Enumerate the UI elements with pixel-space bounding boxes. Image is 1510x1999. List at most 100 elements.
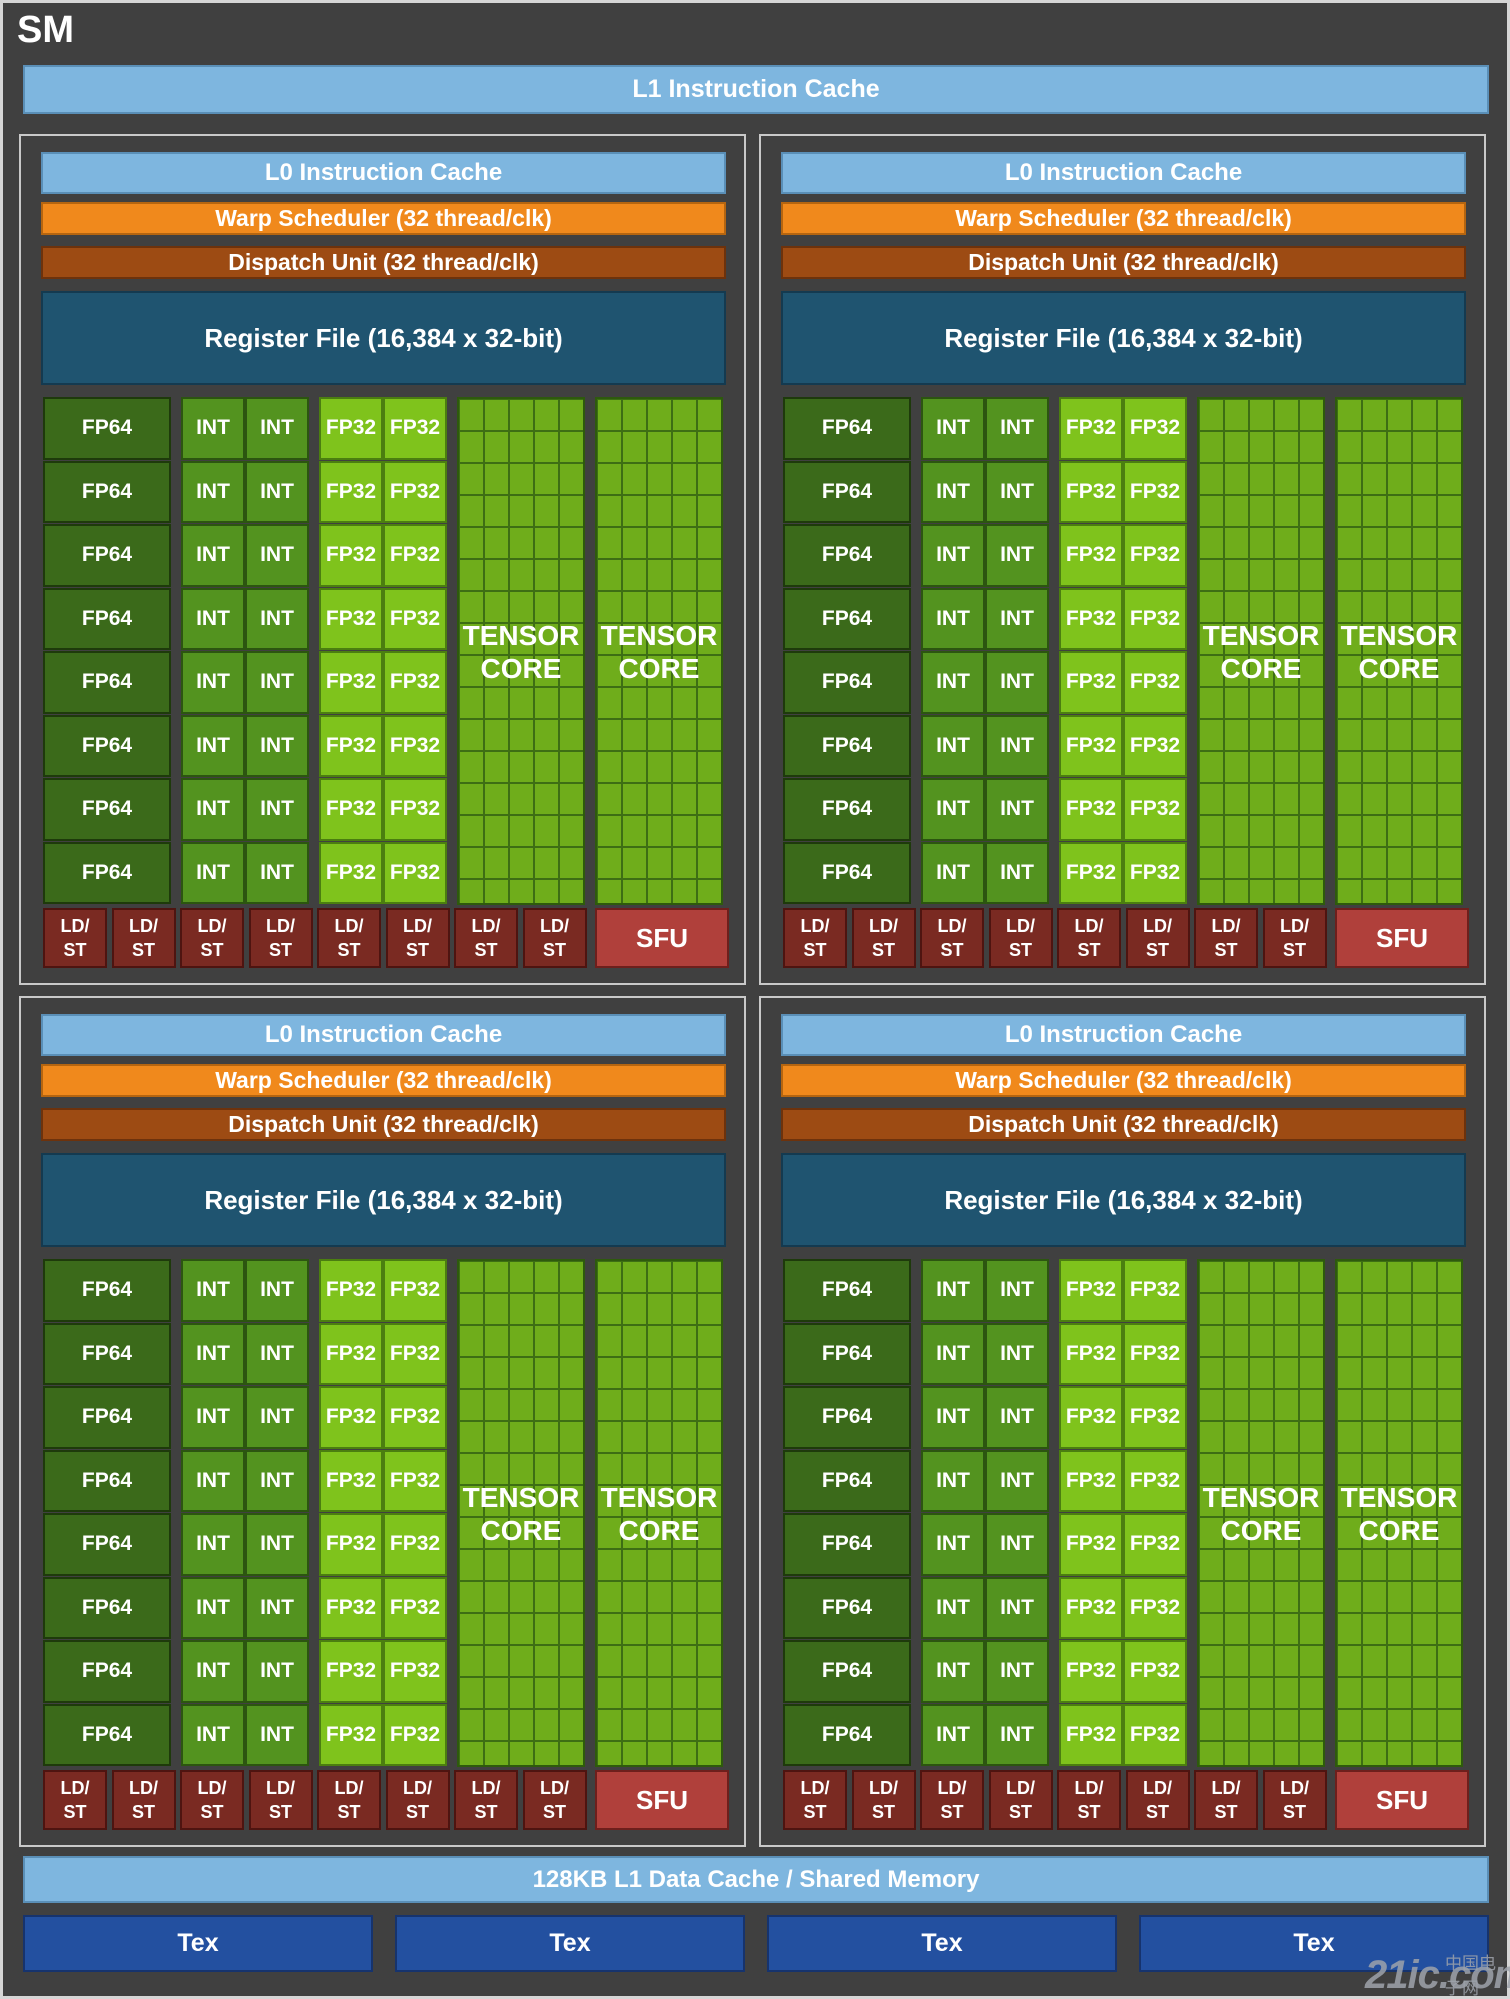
fp32-unit: FP32 bbox=[319, 1640, 383, 1703]
fp64-unit: FP64 bbox=[783, 651, 911, 714]
fp64-unit: FP64 bbox=[43, 1259, 171, 1322]
ld-st-unit: LD/ ST bbox=[1194, 908, 1258, 968]
fp64-unit: FP64 bbox=[43, 1703, 171, 1766]
int-unit: INT bbox=[245, 651, 309, 714]
fp32-unit: FP32 bbox=[383, 1386, 447, 1449]
fp64-unit: FP64 bbox=[43, 397, 171, 460]
fp32-unit: FP32 bbox=[1059, 841, 1123, 904]
fp32-unit: FP32 bbox=[319, 1576, 383, 1639]
fp64-unit: FP64 bbox=[783, 587, 911, 650]
ld-st-unit: LD/ ST bbox=[988, 908, 1053, 968]
fp32-unit: FP32 bbox=[383, 1576, 447, 1639]
dispatch-unit: Dispatch Unit (32 thread/clk) bbox=[781, 1108, 1466, 1141]
ld-st-unit: LD/ ST bbox=[1194, 1770, 1258, 1830]
int-unit: INT bbox=[921, 1449, 985, 1512]
sm-title: SM bbox=[17, 9, 74, 51]
fp32-unit: FP32 bbox=[319, 524, 383, 587]
ld-st-unit: LD/ ST bbox=[454, 1770, 518, 1830]
sfu-unit: SFU bbox=[1335, 1770, 1469, 1830]
int-unit: INT bbox=[985, 1259, 1049, 1322]
int-unit: INT bbox=[921, 778, 985, 841]
int-unit: INT bbox=[181, 651, 245, 714]
fp64-unit: FP64 bbox=[43, 714, 171, 777]
ld-st-unit: LD/ ST bbox=[111, 908, 176, 968]
fp32-unit: FP32 bbox=[1123, 1513, 1187, 1576]
tensor-core: TENSOR CORE bbox=[595, 397, 723, 905]
fp32-unit: FP32 bbox=[319, 714, 383, 777]
int-unit: INT bbox=[921, 714, 985, 777]
fp32-unit: FP32 bbox=[383, 651, 447, 714]
tex-unit: Tex bbox=[767, 1915, 1117, 1972]
watermark-logo: 21ic.com bbox=[1365, 1953, 1510, 1997]
int-unit: INT bbox=[181, 1449, 245, 1512]
fp64-unit: FP64 bbox=[783, 841, 911, 904]
ld-st-unit: LD/ ST bbox=[180, 1770, 244, 1830]
l0-instruction-cache: L0 Instruction Cache bbox=[781, 1014, 1466, 1056]
ld-st-unit: LD/ ST bbox=[1057, 908, 1121, 968]
l1-instruction-cache: L1 Instruction Cache bbox=[23, 65, 1489, 114]
register-file: Register File (16,384 x 32-bit) bbox=[781, 1153, 1466, 1247]
ld-st-unit: LD/ ST bbox=[783, 908, 847, 968]
int-unit: INT bbox=[245, 1322, 309, 1385]
int-unit: INT bbox=[921, 841, 985, 904]
tensor-core: TENSOR CORE bbox=[1197, 1259, 1325, 1767]
int-unit: INT bbox=[921, 1322, 985, 1385]
ld-st-unit: LD/ ST bbox=[317, 1770, 381, 1830]
ld-st-unit: LD/ ST bbox=[1262, 1770, 1327, 1830]
fp64-unit: FP64 bbox=[43, 1322, 171, 1385]
int-unit: INT bbox=[985, 714, 1049, 777]
warp-scheduler: Warp Scheduler (32 thread/clk) bbox=[41, 202, 726, 235]
tensor-core-label: TENSOR CORE bbox=[462, 620, 580, 684]
tex-unit: Tex bbox=[395, 1915, 745, 1972]
int-unit: INT bbox=[921, 397, 985, 460]
fp32-unit: FP32 bbox=[319, 460, 383, 523]
sfu-unit: SFU bbox=[595, 1770, 729, 1830]
l0-instruction-cache: L0 Instruction Cache bbox=[41, 1014, 726, 1056]
int-unit: INT bbox=[181, 397, 245, 460]
int-unit: INT bbox=[181, 1640, 245, 1703]
int-unit: INT bbox=[921, 587, 985, 650]
fp32-unit: FP32 bbox=[1059, 460, 1123, 523]
int-unit: INT bbox=[181, 587, 245, 650]
fp32-unit: FP32 bbox=[319, 1386, 383, 1449]
sm-partition: L0 Instruction Cache Warp Scheduler (32 t… bbox=[19, 996, 746, 1847]
int-unit: INT bbox=[245, 524, 309, 587]
fp64-unit: FP64 bbox=[783, 1513, 911, 1576]
int-unit: INT bbox=[181, 524, 245, 587]
warp-scheduler: Warp Scheduler (32 thread/clk) bbox=[781, 1064, 1466, 1097]
fp32-unit: FP32 bbox=[383, 1449, 447, 1512]
tensor-core-label: TENSOR CORE bbox=[600, 1482, 718, 1546]
int-unit: INT bbox=[245, 1703, 309, 1766]
int-unit: INT bbox=[181, 1259, 245, 1322]
int-unit: INT bbox=[985, 1703, 1049, 1766]
fp32-unit: FP32 bbox=[1123, 1386, 1187, 1449]
fp32-unit: FP32 bbox=[319, 651, 383, 714]
fp32-unit: FP32 bbox=[383, 841, 447, 904]
fp32-unit: FP32 bbox=[383, 1322, 447, 1385]
int-unit: INT bbox=[985, 397, 1049, 460]
fp32-unit: FP32 bbox=[1059, 778, 1123, 841]
fp64-unit: FP64 bbox=[783, 778, 911, 841]
fp32-unit: FP32 bbox=[319, 778, 383, 841]
fp64-unit: FP64 bbox=[43, 778, 171, 841]
ld-st-unit: LD/ ST bbox=[920, 1770, 984, 1830]
fp32-unit: FP32 bbox=[1123, 1703, 1187, 1766]
tensor-core-label: TENSOR CORE bbox=[600, 620, 718, 684]
fp32-unit: FP32 bbox=[1059, 1513, 1123, 1576]
fp32-unit: FP32 bbox=[383, 524, 447, 587]
fp32-unit: FP32 bbox=[383, 778, 447, 841]
fp32-unit: FP32 bbox=[1123, 1576, 1187, 1639]
fp32-unit: FP32 bbox=[1059, 1640, 1123, 1703]
int-unit: INT bbox=[181, 714, 245, 777]
int-unit: INT bbox=[985, 1576, 1049, 1639]
int-unit: INT bbox=[181, 460, 245, 523]
ld-st-unit: LD/ ST bbox=[43, 1770, 107, 1830]
tex-unit: Tex bbox=[23, 1915, 373, 1972]
int-unit: INT bbox=[245, 1513, 309, 1576]
ld-st-unit: LD/ ST bbox=[1125, 908, 1190, 968]
fp32-unit: FP32 bbox=[1123, 1322, 1187, 1385]
ld-st-unit: LD/ ST bbox=[111, 1770, 176, 1830]
ld-st-unit: LD/ ST bbox=[248, 908, 313, 968]
fp32-unit: FP32 bbox=[383, 1259, 447, 1322]
